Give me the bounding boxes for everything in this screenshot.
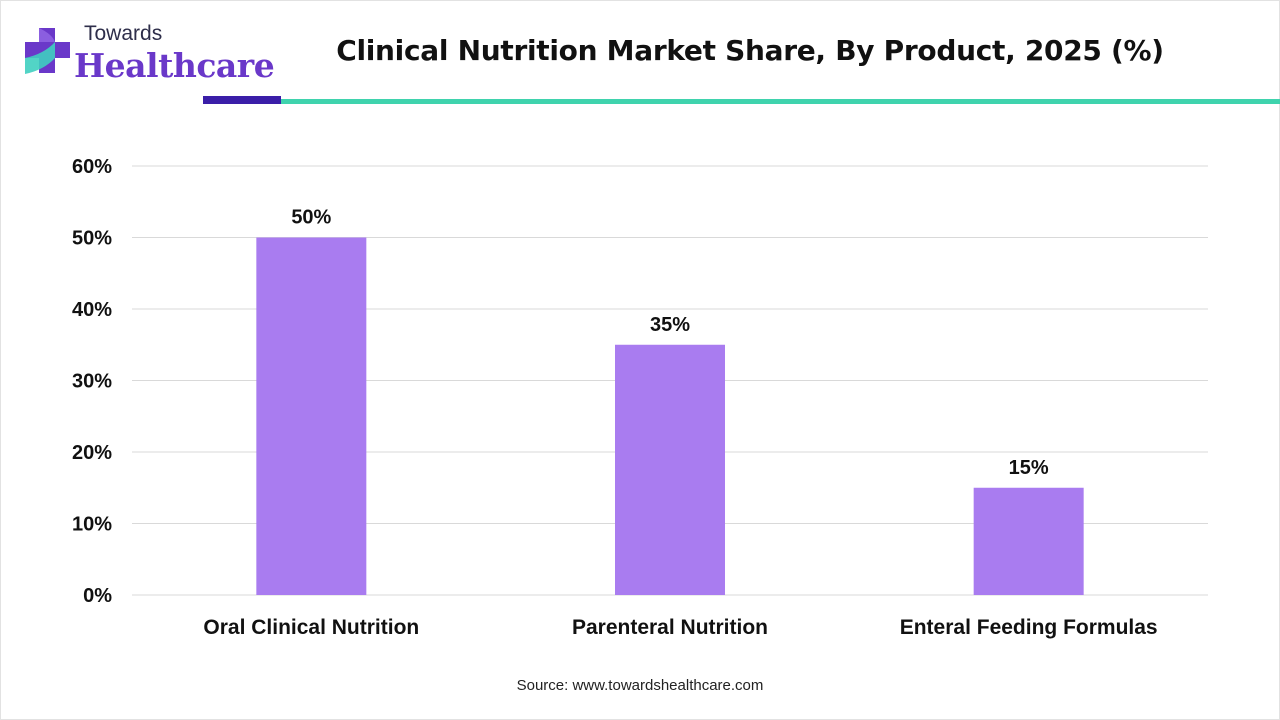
source-note: Source: www.towardshealthcare.com xyxy=(516,677,764,694)
bar-value-label: 15% xyxy=(1009,457,1049,479)
y-tick-label: 10% xyxy=(72,514,112,536)
towards-healthcare-logo: Towards Healthcare xyxy=(22,22,275,85)
bar-value-label: 50% xyxy=(291,207,331,229)
medical-cross-icon xyxy=(25,28,70,74)
logo-text-healthcare: Healthcare xyxy=(74,46,275,85)
y-tick-label: 0% xyxy=(83,585,112,607)
y-tick-label: 40% xyxy=(72,299,112,321)
bar xyxy=(973,487,1084,595)
x-category-label: Parenteral Nutrition xyxy=(572,616,768,639)
y-tick-label: 60% xyxy=(72,156,112,178)
y-tick-label: 30% xyxy=(72,371,112,393)
x-category-label: Enteral Feeding Formulas xyxy=(900,616,1158,639)
header-accent-bar xyxy=(203,96,281,104)
bar xyxy=(256,237,367,595)
logo-text-towards: Towards xyxy=(84,22,163,45)
bar-value-label: 35% xyxy=(650,314,690,336)
bar xyxy=(615,344,725,595)
y-tick-label: 50% xyxy=(72,228,112,250)
page-title: Clinical Nutrition Market Share, By Prod… xyxy=(336,34,1164,67)
y-tick-label: 20% xyxy=(72,442,112,464)
header-divider-line xyxy=(281,99,1280,104)
x-category-label: Oral Clinical Nutrition xyxy=(203,616,419,639)
